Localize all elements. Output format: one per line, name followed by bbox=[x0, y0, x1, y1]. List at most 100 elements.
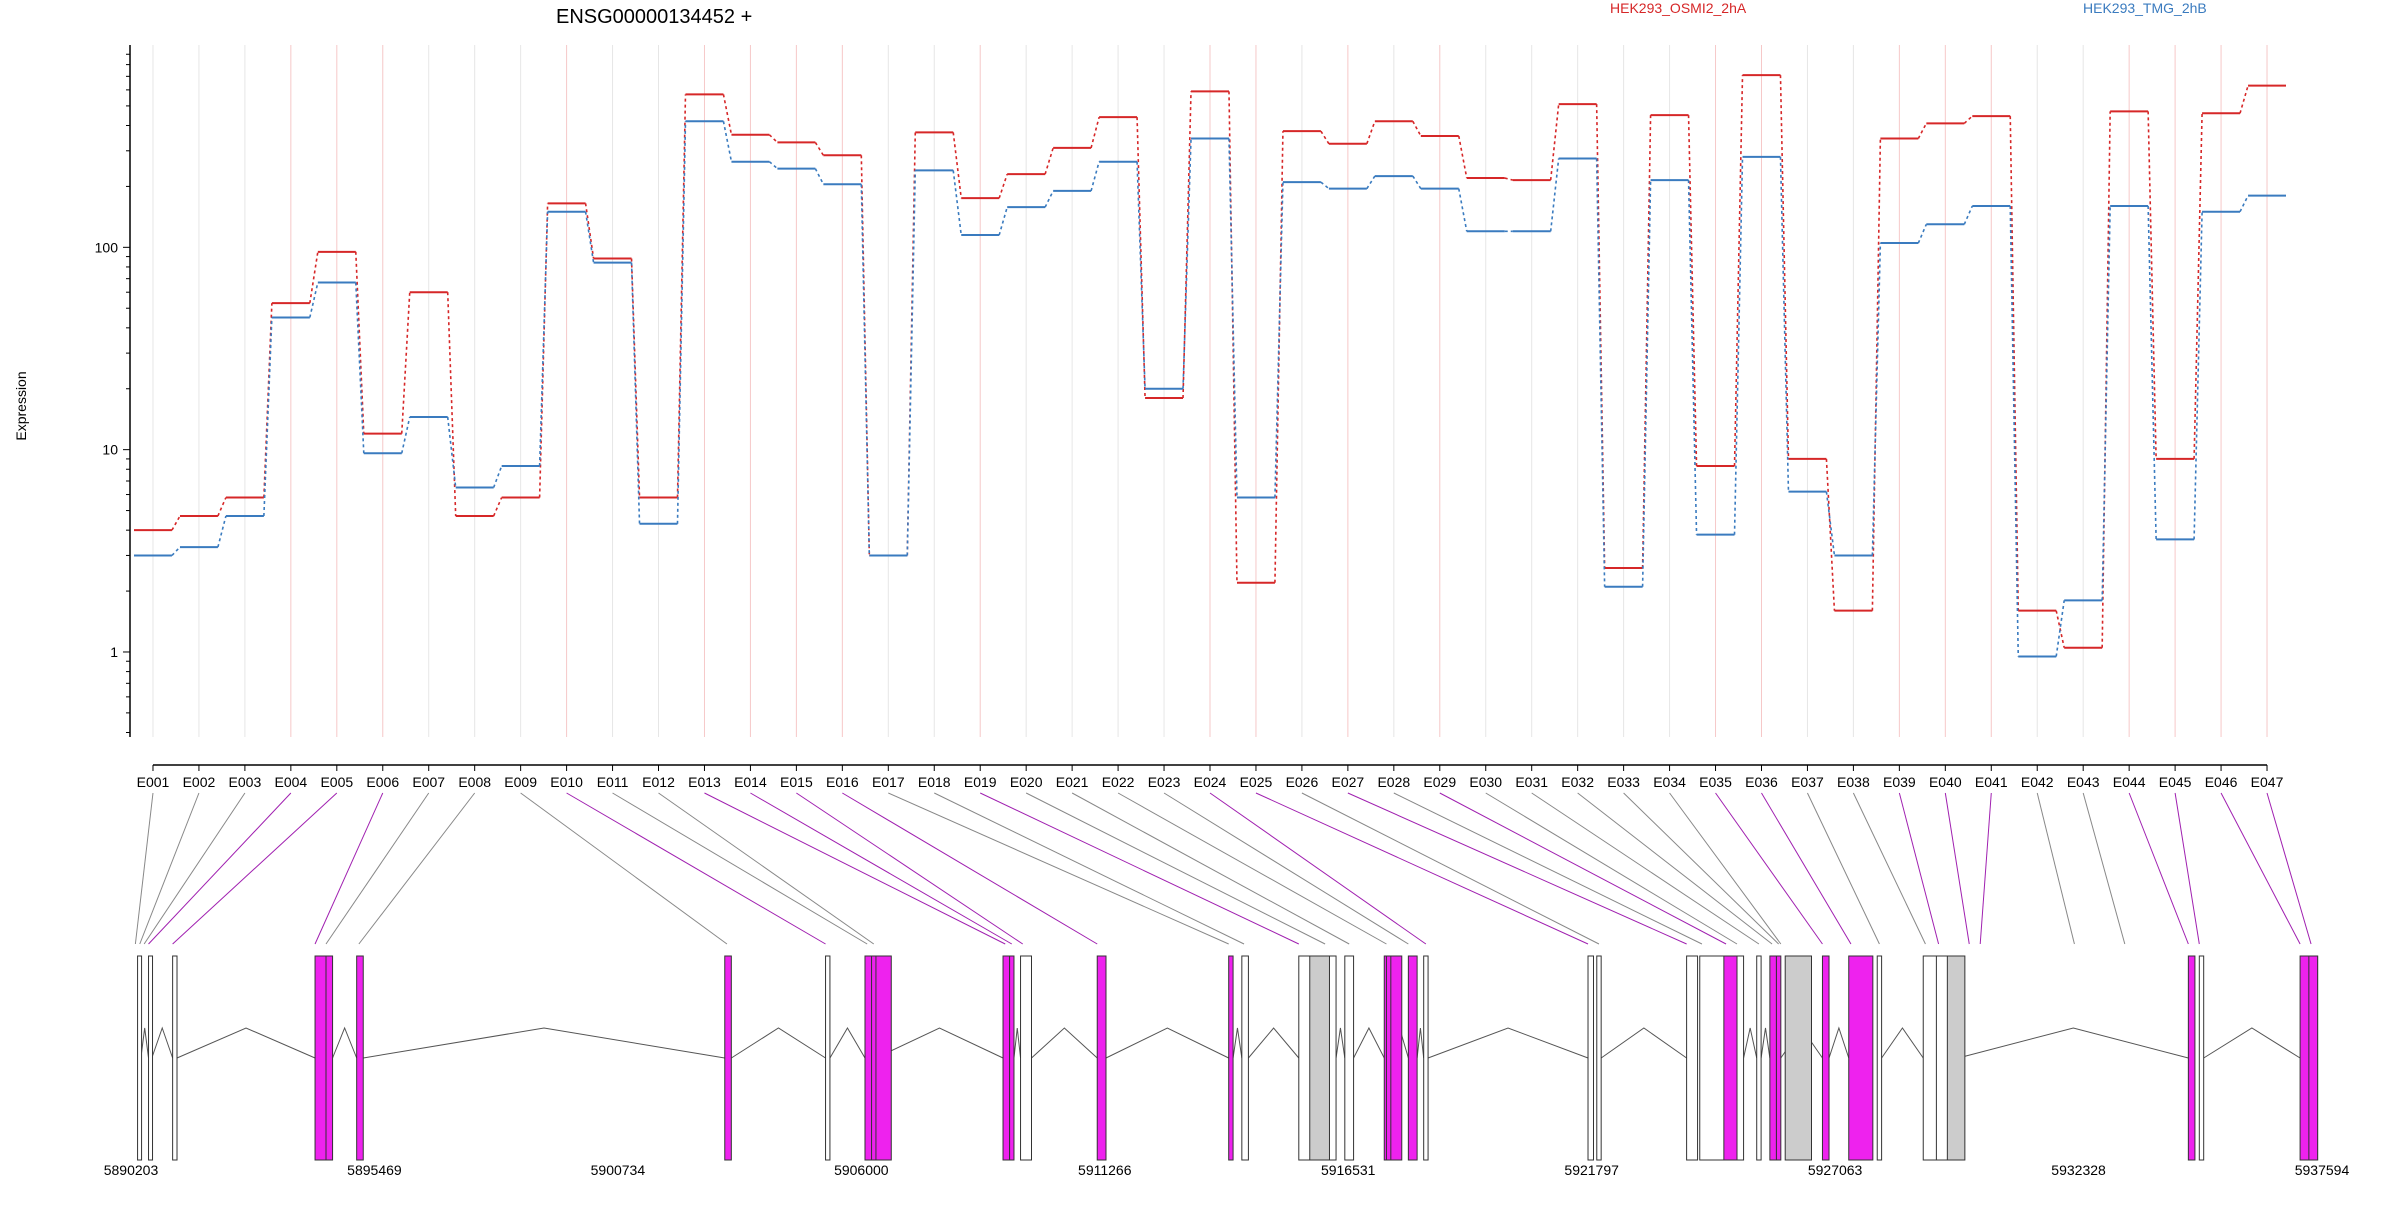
x-tick-label: E017 bbox=[872, 774, 905, 790]
genomic-coordinate-label: 5911266 bbox=[1078, 1162, 1132, 1178]
exon-box bbox=[1821, 955, 1830, 1161]
x-tick-label: E018 bbox=[918, 774, 951, 790]
series-connector bbox=[768, 161, 778, 170]
exon-box bbox=[1876, 955, 1883, 1161]
exon-box bbox=[1241, 955, 1249, 1161]
x-tick-label: E032 bbox=[1561, 774, 1594, 790]
exon-box bbox=[1756, 955, 1762, 1161]
series-connector bbox=[354, 282, 365, 454]
series-connector bbox=[998, 206, 1008, 236]
series-connector bbox=[1825, 491, 1836, 556]
exon-box bbox=[1946, 955, 1966, 1161]
x-tick-label: E012 bbox=[642, 774, 675, 790]
series-connector bbox=[768, 134, 778, 143]
exon-connector bbox=[612, 792, 868, 945]
intron-line bbox=[731, 1027, 826, 1059]
series-connector bbox=[1320, 181, 1330, 190]
intron-line bbox=[829, 1027, 866, 1059]
exon-box bbox=[172, 955, 178, 1161]
exon-connector bbox=[1301, 792, 1600, 945]
series-connector bbox=[1228, 138, 1238, 498]
y-tick-label: 1 bbox=[110, 644, 118, 660]
exon-connector bbox=[2128, 792, 2189, 945]
intron-line bbox=[176, 1027, 316, 1059]
series-connector bbox=[1595, 104, 1606, 569]
exon-connector bbox=[2266, 792, 2312, 945]
x-tick-label: E039 bbox=[1883, 774, 1916, 790]
x-tick-label: E020 bbox=[1010, 774, 1043, 790]
exon-connector-lines bbox=[134, 792, 2312, 945]
x-tick-label: E005 bbox=[320, 774, 353, 790]
series-connector bbox=[2239, 85, 2249, 114]
exon-connector bbox=[566, 792, 826, 945]
genomic-coordinate-label: 5900734 bbox=[591, 1162, 646, 1178]
exon-box bbox=[1385, 955, 1392, 1161]
exon-connector bbox=[134, 792, 154, 945]
intron-line bbox=[1881, 1027, 1924, 1059]
exon-box bbox=[1309, 955, 1330, 1161]
series-connector bbox=[2101, 111, 2111, 648]
gene-model: 5890203 5895469 5900734 5906000 5911266 59165… bbox=[104, 955, 2349, 1178]
x-tick-label: E007 bbox=[412, 774, 445, 790]
x-tick-label: E015 bbox=[780, 774, 813, 790]
exon-connector bbox=[979, 792, 1300, 945]
intron-line bbox=[1828, 1026, 1850, 1059]
exon-box bbox=[2308, 955, 2319, 1161]
exon-box bbox=[325, 955, 334, 1161]
series-connector bbox=[492, 497, 503, 517]
series-connector bbox=[1733, 156, 1744, 535]
series-connector bbox=[1044, 147, 1054, 175]
series-connector bbox=[2147, 206, 2157, 540]
exon-connector bbox=[358, 792, 476, 945]
x-tick-label: E033 bbox=[1607, 774, 1640, 790]
series-connector bbox=[2009, 206, 2020, 657]
chart-title: ENSG00000134452 + bbox=[556, 6, 752, 28]
exon-box bbox=[1848, 955, 1874, 1161]
x-tick-label: E011 bbox=[597, 774, 629, 790]
exon-box bbox=[1587, 955, 1594, 1161]
genomic-coordinate-label: 5927063 bbox=[1808, 1162, 1863, 1178]
series-connector bbox=[1228, 91, 1238, 583]
exon-connector bbox=[1439, 792, 1727, 945]
exon-connector bbox=[1255, 792, 1589, 945]
genomic-coordinate-label: 5890203 bbox=[104, 1162, 159, 1178]
series-connector bbox=[1274, 182, 1284, 498]
x-tick-label: E014 bbox=[734, 774, 767, 790]
exon-box bbox=[1736, 955, 1745, 1161]
x-tick-label: E008 bbox=[458, 774, 491, 790]
exon-connector bbox=[1898, 792, 1940, 945]
series-connector bbox=[630, 262, 641, 524]
genomic-coordinate-label: 5921797 bbox=[1564, 1162, 1619, 1178]
exon-connector bbox=[1944, 792, 1970, 945]
series-connector bbox=[2147, 111, 2157, 459]
x-tick-label: E002 bbox=[183, 774, 216, 790]
x-tick-label: E030 bbox=[1469, 774, 1502, 790]
x-tick-label: E034 bbox=[1653, 774, 1686, 790]
exon-connector bbox=[1485, 792, 1738, 945]
exon-connector bbox=[842, 792, 1098, 945]
series-connector bbox=[1963, 115, 1973, 124]
series-connector bbox=[1825, 458, 1836, 611]
exon-connector bbox=[1117, 792, 1387, 945]
series-connector bbox=[1871, 243, 1882, 556]
series-connector bbox=[722, 121, 733, 162]
exon-connector bbox=[1163, 792, 1409, 945]
series-connector bbox=[1504, 177, 1513, 181]
series-connector bbox=[400, 416, 411, 454]
exon-box bbox=[1002, 955, 1011, 1161]
exon-box bbox=[1723, 955, 1738, 1161]
intron-line bbox=[1013, 1027, 1022, 1059]
exon-connector bbox=[1806, 792, 1880, 945]
intron-line bbox=[332, 1026, 358, 1059]
intron-line bbox=[1335, 1027, 1346, 1059]
genomic-coordinate-label: 5932328 bbox=[2051, 1162, 2106, 1178]
series-connector bbox=[906, 170, 917, 556]
x-tick-label: E023 bbox=[1148, 774, 1181, 790]
series-connector bbox=[171, 515, 181, 531]
series-connector bbox=[1963, 205, 1974, 225]
intron-line bbox=[363, 1027, 725, 1059]
series-connector bbox=[217, 515, 227, 548]
x-tick-label: E025 bbox=[1240, 774, 1273, 790]
exon-box bbox=[871, 955, 877, 1161]
series-connector bbox=[1917, 122, 1928, 139]
